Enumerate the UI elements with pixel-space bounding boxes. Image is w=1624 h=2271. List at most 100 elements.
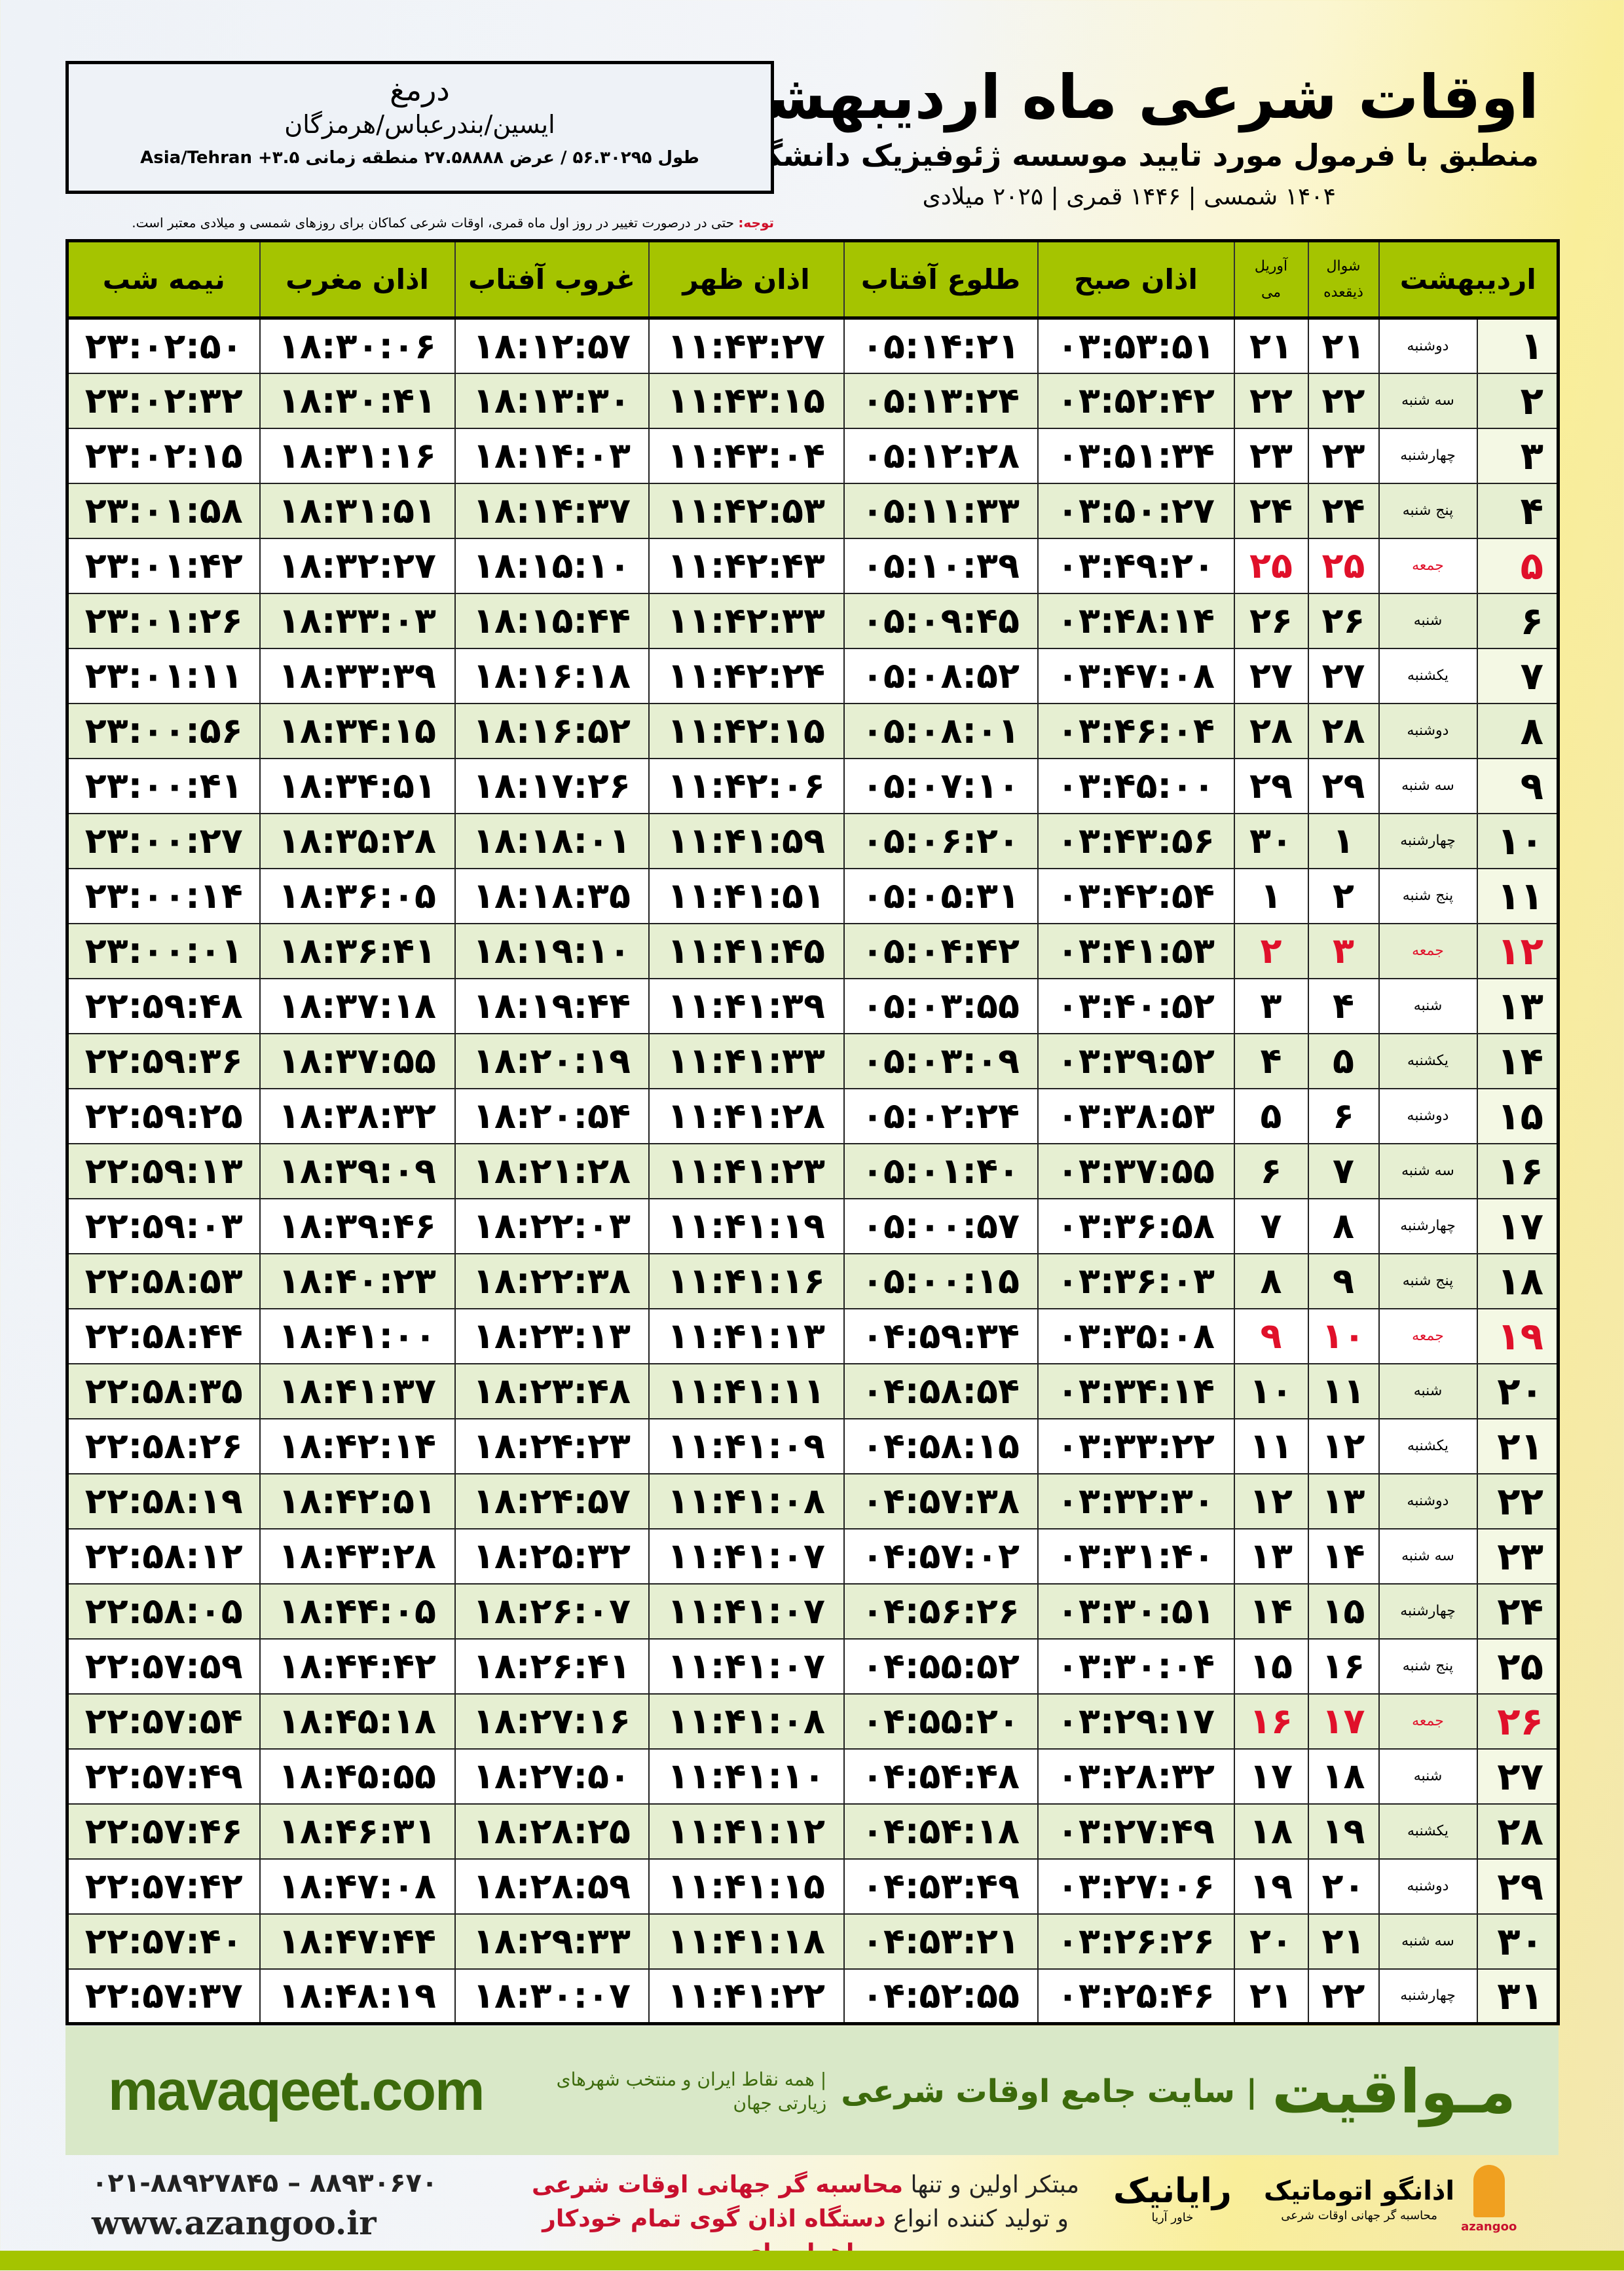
midnight-time: ۲۳:۰۰:۵۶ — [66, 702, 261, 759]
fajr-time: ۰۳:۳۷:۵۵ — [1037, 1142, 1235, 1199]
sunrise-time: ۰۵:۰۹:۴۵ — [843, 592, 1039, 649]
table-header: اردیبهشت شوال ذیقعده آوریل می اذان صبح طلو… — [66, 240, 1559, 320]
sunrise-time: ۰۵:۰۵:۳۱ — [843, 867, 1039, 924]
dhuhr-time: ۱۱:۴۱:۱۲ — [648, 1803, 845, 1860]
midnight-time: ۲۲:۵۸:۲۶ — [66, 1417, 261, 1474]
note: توجه: حتی در درصورت تغییر در روز اول ماه… — [65, 215, 774, 231]
sunrise-time: ۰۴:۵۵:۵۲ — [843, 1638, 1039, 1695]
fajr-time: ۰۳:۳۳:۲۲ — [1037, 1417, 1235, 1474]
day-number: ۷ — [1476, 647, 1559, 704]
header-sunset: غروب آفتاب — [454, 240, 649, 320]
weekday: شنبه — [1378, 1748, 1478, 1805]
sunrise-time: ۰۴:۵۸:۱۵ — [843, 1417, 1039, 1474]
table-row: ۵ جمعه ۲۵ ۲۵ ۰۳:۴۹:۲۰ ۰۵:۱۰:۳۹ ۱۱:۴۲:۴۳ ۱۸:۱۵:۱… — [66, 537, 1559, 594]
greg-day: ۲۰ — [1233, 1913, 1309, 1970]
hijri-day: ۲۴ — [1307, 482, 1380, 539]
sunrise-time: ۰۵:۰۲:۲۴ — [843, 1087, 1039, 1144]
bottom-bar — [0, 2251, 1624, 2270]
day-number: ۳ — [1476, 427, 1559, 484]
region-name: ایسین/بندرعباس/هرمزگان — [284, 110, 555, 139]
midnight-time: ۲۲:۵۸:۱۲ — [66, 1528, 261, 1585]
sunset-time: ۱۸:۱۴:۰۳ — [454, 427, 650, 484]
table-row: ۲۹ دوشنبه ۲۰ ۱۹ ۰۳:۲۷:۰۶ ۰۴:۵۳:۴۹ ۱۱:۴۱:۱۵ ۱۸:۲… — [66, 1858, 1559, 1915]
fajr-time: ۰۳:۲۹:۱۷ — [1037, 1693, 1235, 1750]
day-number: ۲۰ — [1476, 1362, 1559, 1419]
sunrise-time: ۰۵:۰۶:۲۰ — [843, 812, 1039, 869]
sunrise-time: ۰۵:۰۰:۱۵ — [843, 1252, 1039, 1309]
maghrib-time: ۱۸:۳۷:۵۵ — [259, 1032, 456, 1089]
fajr-time: ۰۳:۳۰:۵۱ — [1037, 1583, 1235, 1640]
maghrib-time: ۱۸:۳۹:۴۶ — [259, 1197, 456, 1254]
midnight-time: ۲۳:۰۰:۴۱ — [66, 757, 261, 814]
maghrib-time: ۱۸:۳۰:۰۶ — [259, 317, 456, 374]
maghrib-time: ۱۸:۴۴:۰۵ — [259, 1583, 456, 1640]
sunset-time: ۱۸:۱۲:۵۷ — [454, 317, 650, 374]
sunrise-time: ۰۵:۰۰:۵۷ — [843, 1197, 1039, 1254]
day-number: ۲۴ — [1476, 1583, 1559, 1640]
day-number: ۱۵ — [1476, 1087, 1559, 1144]
greg-day: ۲۷ — [1233, 647, 1309, 704]
table-row: ۳۰ سه شنبه ۲۱ ۲۰ ۰۳:۲۶:۲۶ ۰۴:۵۳:۲۱ ۱۱:۴۱:۱۸ ۱۸:… — [66, 1913, 1559, 1970]
hijri-day: ۲۵ — [1307, 537, 1380, 594]
fajr-time: ۰۳:۲۸:۳۲ — [1037, 1748, 1235, 1805]
maghrib-time: ۱۸:۳۲:۲۷ — [259, 537, 456, 594]
sunrise-time: ۰۵:۱۲:۲۸ — [843, 427, 1039, 484]
table-row: ۱۸ پنج شنبه ۹ ۸ ۰۳:۳۶:۰۳ ۰۵:۰۰:۱۵ ۱۱:۴۱:۱۶ ۱۸:۲… — [66, 1252, 1559, 1309]
table-row: ۱۰ چهارشنبه ۱ ۳۰ ۰۳:۴۳:۵۶ ۰۵:۰۶:۲۰ ۱۱:۴۱:۵۹ ۱۸:… — [66, 812, 1559, 869]
sunrise-time: ۰۵:۰۳:۵۵ — [843, 977, 1039, 1034]
greg-day: ۱۳ — [1233, 1528, 1309, 1585]
dhuhr-time: ۱۱:۴۱:۱۶ — [648, 1252, 845, 1309]
weekday: پنج شنبه — [1378, 1638, 1478, 1695]
hijri-day: ۲۰ — [1307, 1858, 1380, 1915]
dhuhr-time: ۱۱:۴۱:۱۱ — [648, 1362, 845, 1419]
fajr-time: ۰۳:۴۵:۰۰ — [1037, 757, 1235, 814]
midnight-time: ۲۲:۵۷:۴۲ — [66, 1858, 261, 1915]
weekday: دوشنبه — [1378, 1473, 1478, 1530]
sunrise-time: ۰۴:۵۸:۵۴ — [843, 1362, 1039, 1419]
day-number: ۱۹ — [1476, 1307, 1559, 1364]
day-number: ۲۱ — [1476, 1417, 1559, 1474]
sunrise-time: ۰۴:۵۷:۳۸ — [843, 1473, 1039, 1530]
greg-day: ۲۱ — [1233, 317, 1309, 374]
midnight-time: ۲۲:۵۷:۳۷ — [66, 1968, 261, 2025]
azangoo-url[interactable]: www.azangoo.ir — [92, 2204, 377, 2242]
midnight-time: ۲۳:۰۱:۱۱ — [66, 647, 261, 704]
maghrib-time: ۱۸:۳۸:۳۲ — [259, 1087, 456, 1144]
fajr-time: ۰۳:۵۱:۳۴ — [1037, 427, 1235, 484]
day-number: ۲۲ — [1476, 1473, 1559, 1530]
sunset-time: ۱۸:۲۰:۵۴ — [454, 1087, 650, 1144]
maghrib-time: ۱۸:۴۱:۳۷ — [259, 1362, 456, 1419]
dhuhr-time: ۱۱:۴۱:۰۷ — [648, 1528, 845, 1585]
greg-day: ۲۵ — [1233, 537, 1309, 594]
header-greg-month2: می — [1261, 284, 1282, 301]
dhuhr-time: ۱۱:۴۱:۰۷ — [648, 1638, 845, 1695]
fajr-time: ۰۳:۵۲:۴۲ — [1037, 372, 1235, 429]
sunrise-time: ۰۵:۱۴:۲۱ — [843, 317, 1039, 374]
dhuhr-time: ۱۱:۴۲:۵۳ — [648, 482, 845, 539]
day-number: ۲۶ — [1476, 1693, 1559, 1750]
rayanik-logo-text: رایانیک — [1113, 2171, 1232, 2211]
greg-day: ۲۳ — [1233, 427, 1309, 484]
hijri-day: ۱۰ — [1307, 1307, 1380, 1364]
hijri-day: ۲۲ — [1307, 372, 1380, 429]
greg-day: ۳ — [1233, 977, 1309, 1034]
table-row: ۱۳ شنبه ۴ ۳ ۰۳:۴۰:۵۲ ۰۵:۰۳:۵۵ ۱۱:۴۱:۳۹ ۱۸:۱۹:۴۴… — [66, 977, 1559, 1034]
day-number: ۱ — [1476, 317, 1559, 374]
hijri-day: ۱۸ — [1307, 1748, 1380, 1805]
dhuhr-time: ۱۱:۴۱:۲۲ — [648, 1968, 845, 2025]
dhuhr-time: ۱۱:۴۱:۴۵ — [648, 922, 845, 979]
fajr-time: ۰۳:۳۶:۵۸ — [1037, 1197, 1235, 1254]
midnight-time: ۲۲:۵۹:۳۶ — [66, 1032, 261, 1089]
weekday: پنج شنبه — [1378, 1252, 1478, 1309]
fajr-time: ۰۳:۳۵:۰۸ — [1037, 1307, 1235, 1364]
header-greg: آوریل می — [1233, 240, 1308, 320]
sunset-time: ۱۸:۲۲:۳۸ — [454, 1252, 650, 1309]
website-link[interactable]: mavaqeet.com — [108, 2059, 485, 2122]
table-row: ۱۴ یکشنبه ۵ ۴ ۰۳:۳۹:۵۲ ۰۵:۰۳:۰۹ ۱۱:۴۱:۳۳ ۱۸:۲۰:… — [66, 1032, 1559, 1089]
rayanik-logo-sub: خاور آریا — [1151, 2211, 1194, 2224]
hijri-day: ۳ — [1307, 922, 1380, 979]
weekday: جمعه — [1378, 1307, 1478, 1364]
weekday: سه شنبه — [1378, 1142, 1478, 1199]
fajr-time: ۰۳:۳۴:۱۴ — [1037, 1362, 1235, 1419]
greg-day: ۱۰ — [1233, 1362, 1309, 1419]
